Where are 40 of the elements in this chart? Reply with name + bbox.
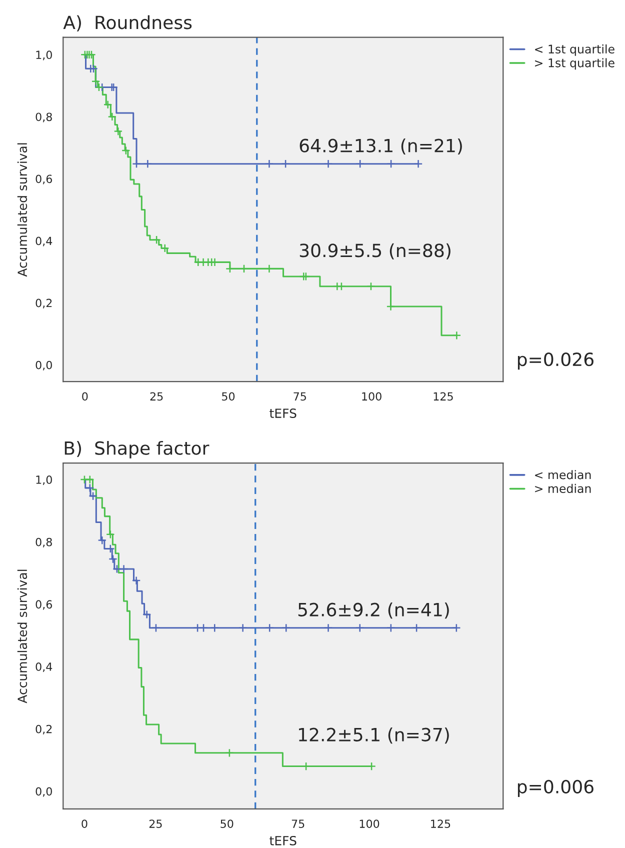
x-tick-label: 125 <box>431 820 450 828</box>
annotation: 52.6±9.2 (n=41) <box>298 602 449 619</box>
x-tick-label: 50 <box>222 392 235 401</box>
y-tick-label: 0,4 <box>36 662 52 672</box>
x-tick-label: 0 <box>82 392 88 401</box>
y-tick-label: 1,0 <box>36 50 52 60</box>
x-tick-label: 75 <box>294 392 306 401</box>
y-axis-title: Accumulated survival <box>17 570 28 704</box>
x-tick-label: 25 <box>149 820 162 828</box>
legend-label: < 1st quartile <box>535 44 614 56</box>
y-tick-label: 0,2 <box>36 298 52 308</box>
annotation: 12.2±5.1 (n=37) <box>299 728 449 744</box>
y-tick-label: 0,8 <box>36 112 52 122</box>
x-axis-title: tEFS <box>270 836 296 846</box>
x-tick-label: 25 <box>150 392 163 401</box>
x-tick-label: 100 <box>362 392 382 401</box>
y-tick-label: 0,4 <box>36 236 52 246</box>
y-tick-label: 0,0 <box>36 787 52 797</box>
legend-label: < median <box>535 470 591 480</box>
x-tick-label: 125 <box>434 392 453 401</box>
y-tick-label: 0,8 <box>36 538 52 548</box>
y-axis-title: Accumulated survival <box>17 143 28 277</box>
x-axis-title: tEFS <box>270 408 296 418</box>
legend-label: > 1st quartile <box>535 58 614 70</box>
y-tick-label: 1,0 <box>36 476 52 486</box>
chart-title: B) Shape factor <box>64 440 210 458</box>
annotation: 30.9±5.5 (n=88) <box>300 243 450 260</box>
annotation: 64.9±13.1 (n=21) <box>300 138 462 155</box>
chart-title: A) Roundness <box>63 15 192 32</box>
legend-label: > median <box>535 484 591 494</box>
x-tick-label: 100 <box>360 820 380 828</box>
y-tick-label: 0,6 <box>36 600 52 610</box>
text: p=0.026 <box>518 352 594 370</box>
text: p=0.006 <box>518 780 594 797</box>
y-tick-label: 0,2 <box>36 724 52 734</box>
x-tick-label: 75 <box>292 820 304 828</box>
x-tick-label: 0 <box>82 820 88 828</box>
y-tick-label: 0,0 <box>36 360 52 370</box>
y-tick-label: 0,6 <box>36 174 52 184</box>
x-tick-label: 50 <box>220 820 234 828</box>
